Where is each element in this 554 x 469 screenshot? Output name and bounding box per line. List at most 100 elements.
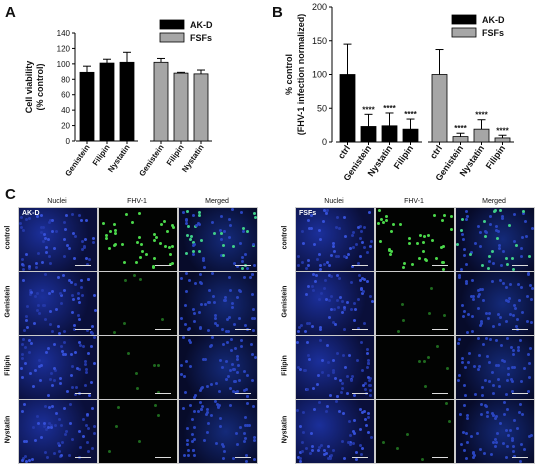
cell-dot bbox=[214, 441, 218, 445]
cell-dot bbox=[362, 383, 366, 387]
cell-dot bbox=[212, 232, 216, 236]
cell-dot bbox=[87, 449, 91, 453]
cell-dot bbox=[217, 389, 221, 393]
row-label: Genistein bbox=[281, 285, 289, 317]
cell-dot bbox=[435, 256, 439, 260]
cell-dot bbox=[24, 440, 28, 444]
cell-dot bbox=[367, 411, 371, 415]
cell-dot bbox=[193, 281, 197, 285]
cell-dot bbox=[472, 298, 476, 302]
cell-dot bbox=[21, 410, 25, 414]
cell-dot bbox=[309, 431, 313, 435]
cell-dot bbox=[529, 298, 533, 302]
cell-dot bbox=[245, 388, 249, 392]
cell-dot bbox=[491, 414, 495, 418]
cell-dot bbox=[170, 224, 174, 228]
x-tick-label: Filipin bbox=[392, 143, 415, 170]
cell-dot bbox=[472, 452, 476, 456]
cell-dot bbox=[459, 228, 463, 232]
significance-label: **** bbox=[383, 104, 396, 113]
cell-dot bbox=[89, 345, 93, 349]
cell-dot bbox=[506, 407, 510, 411]
cell-dot bbox=[298, 425, 302, 429]
scale-bar bbox=[155, 457, 171, 458]
cell-dot bbox=[206, 329, 210, 333]
cell-dot bbox=[85, 413, 89, 417]
cell-dot bbox=[486, 317, 490, 321]
legend-swatch bbox=[159, 32, 185, 43]
cell-dot bbox=[315, 258, 319, 262]
cell-dot bbox=[70, 374, 74, 378]
cell-dot bbox=[458, 413, 462, 417]
cell-dot bbox=[492, 384, 496, 388]
cell-dot bbox=[379, 217, 383, 221]
cell-dot bbox=[231, 208, 235, 212]
cell-dot bbox=[492, 210, 496, 214]
cell-dot bbox=[471, 450, 475, 454]
cell-dot bbox=[463, 384, 467, 388]
cell-dot bbox=[309, 452, 313, 456]
cell-dot bbox=[48, 255, 52, 259]
cell-dot bbox=[516, 348, 520, 352]
cell-dot bbox=[43, 237, 47, 241]
cell-dot bbox=[421, 458, 425, 462]
cell-dot bbox=[466, 413, 470, 417]
column-header: Nuclei bbox=[324, 198, 344, 205]
cell-dot bbox=[335, 400, 339, 404]
cell-dot bbox=[384, 214, 388, 218]
cell-dot bbox=[76, 291, 80, 295]
cell-dot bbox=[77, 429, 81, 433]
cell-dot bbox=[230, 362, 234, 366]
bar bbox=[494, 137, 511, 143]
cell-dot bbox=[68, 279, 72, 283]
cell-dot bbox=[379, 240, 383, 244]
cell-dot bbox=[463, 448, 467, 452]
cell-dot bbox=[459, 443, 463, 447]
cell-dot bbox=[188, 341, 192, 345]
cell-dot bbox=[418, 256, 421, 260]
cell-dot bbox=[332, 321, 336, 325]
cell-dot bbox=[483, 451, 487, 455]
cell-dot bbox=[84, 383, 88, 387]
chart-b: 0 50 100 150 200 % control (FHV-1 infection no… bbox=[284, 2, 514, 180]
cell-dot bbox=[317, 373, 320, 377]
cell-dot bbox=[45, 456, 49, 460]
cell-dot bbox=[30, 342, 34, 346]
cell-dot bbox=[516, 345, 520, 349]
cell-dot bbox=[511, 366, 514, 370]
cell-dot bbox=[310, 448, 314, 452]
cell-dot bbox=[501, 215, 505, 219]
cell-dot bbox=[123, 278, 127, 282]
micrograph-fhv bbox=[375, 207, 455, 272]
cell-dot bbox=[244, 415, 248, 419]
cell-dot bbox=[50, 329, 54, 333]
cell-dot bbox=[359, 453, 363, 457]
cell-dot bbox=[92, 336, 96, 340]
cell-dot bbox=[424, 385, 428, 389]
cell-dot bbox=[515, 325, 519, 329]
cell-dot bbox=[48, 262, 52, 266]
cell-dot bbox=[59, 302, 63, 306]
cell-dot bbox=[357, 261, 361, 265]
cell-dot bbox=[180, 317, 184, 321]
cell-dot bbox=[368, 389, 372, 393]
cell-dot bbox=[312, 273, 316, 277]
cell-dot bbox=[369, 239, 373, 243]
cell-dot bbox=[304, 292, 308, 296]
cell-dot bbox=[508, 312, 512, 316]
cell-dot bbox=[85, 263, 89, 267]
cell-dot bbox=[71, 298, 75, 302]
cell-dot bbox=[45, 250, 49, 254]
cell-dot bbox=[342, 354, 346, 358]
cell-dot bbox=[227, 235, 231, 239]
cell-dot bbox=[230, 337, 234, 341]
cell-dot bbox=[465, 218, 469, 222]
cell-line-tag: AK-D bbox=[22, 210, 40, 217]
cell-dot bbox=[307, 322, 311, 326]
cell-dot bbox=[145, 253, 149, 257]
cell-dot bbox=[64, 430, 68, 434]
cell-dot bbox=[153, 239, 157, 243]
cell-dot bbox=[183, 375, 187, 379]
cell-dot bbox=[418, 360, 422, 364]
scale-bar bbox=[432, 393, 448, 394]
